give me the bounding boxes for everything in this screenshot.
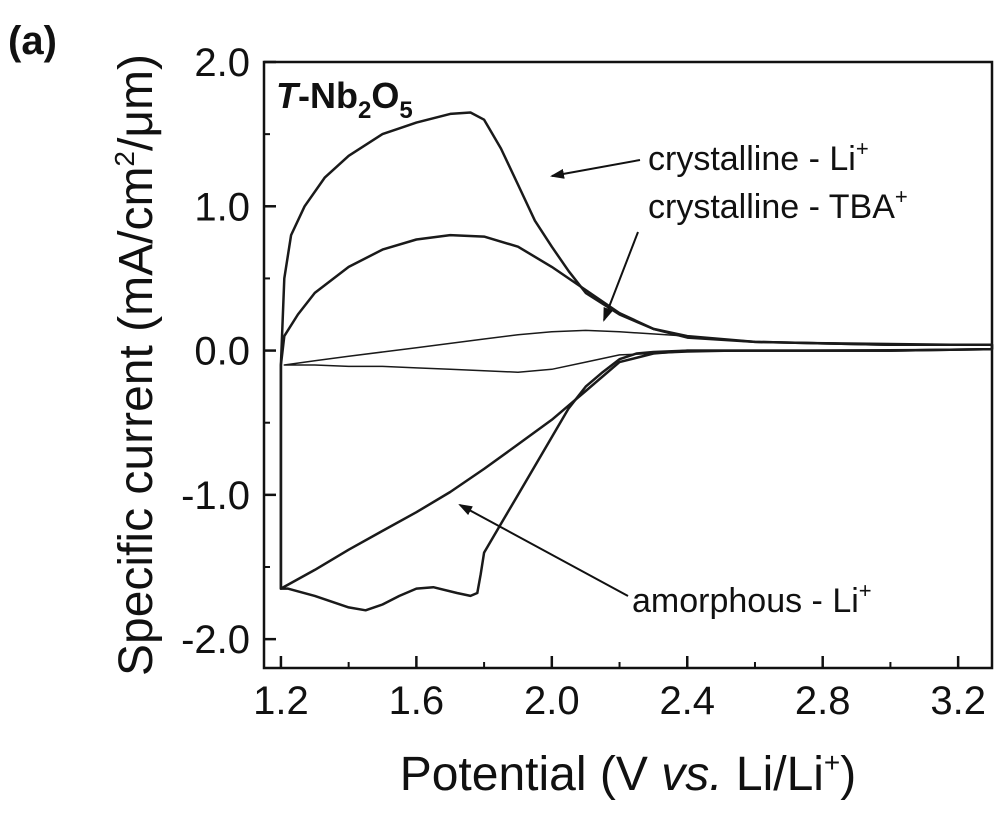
y-axis-title: Specific current (mA/cm2/μm) [109, 54, 163, 676]
x-tick-label: 1.2 [253, 679, 309, 723]
x-axis-title-suffix: Li/Li [723, 748, 824, 801]
y-axis-title-sup: 2 [109, 151, 140, 167]
x-tick-label: 3.2 [930, 679, 986, 723]
annotation-arrow-amorphous-liplus [458, 504, 629, 597]
plot-title: T-Nb2O5 [276, 75, 413, 124]
y-tick-label: -1.0 [181, 474, 250, 518]
plot-frame [262, 60, 994, 670]
y-tick-label: -2.0 [181, 618, 250, 662]
x-axis-title-close: ) [840, 748, 856, 801]
annotation-layer: crystalline - Li+ crystalline - TBA+ amorp… [458, 136, 908, 620]
x-axis-title-sup: + [824, 747, 840, 778]
x-tick-label: 2.0 [524, 679, 580, 723]
annotation-arrow-crystalline-liplus [550, 159, 641, 179]
x-axis-title-prefix: Potential (V [400, 748, 661, 801]
annotation-arrow-crystalline-tbaplus [603, 231, 639, 322]
y-tick-label: 2.0 [194, 41, 250, 85]
annotation-label-crystalline-tbaplus: crystalline - TBA+ [648, 184, 908, 226]
x-axis: 1.2 1.6 2.0 2.4 2.8 3.2 [253, 656, 986, 723]
x-tick-label: 2.4 [659, 679, 715, 723]
series-line-amorphous-liplus [279, 233, 994, 590]
annotation-label-crystalline-liplus: crystalline - Li+ [648, 136, 869, 178]
panel-label: (a) [8, 19, 57, 63]
plot-title-mid: O [371, 75, 399, 116]
annotation-label-amorphous-liplus: amorphous - Li+ [632, 578, 872, 620]
plot-title-text: -Nb [298, 75, 358, 116]
x-axis-title: Potential (V vs. Li/Li+) [400, 747, 857, 801]
plot-title-sub2: 5 [399, 97, 412, 124]
y-tick-label: 0.0 [194, 330, 250, 374]
series-layer [279, 111, 994, 612]
y-axis-title-prefix: Specific current (mA/cm [110, 167, 163, 676]
plot-title-sub1: 2 [358, 97, 371, 124]
x-tick-label: 1.6 [389, 679, 445, 723]
plot-title-italic: T [276, 75, 301, 116]
x-tick-label: 2.8 [795, 679, 851, 723]
y-axis: -2.0 -1.0 0.0 1.0 2.0 [181, 41, 276, 662]
y-tick-label: 1.0 [194, 185, 250, 229]
y-axis-title-suffix: /μm) [110, 54, 163, 151]
x-axis-title-italic: vs. [661, 748, 722, 801]
